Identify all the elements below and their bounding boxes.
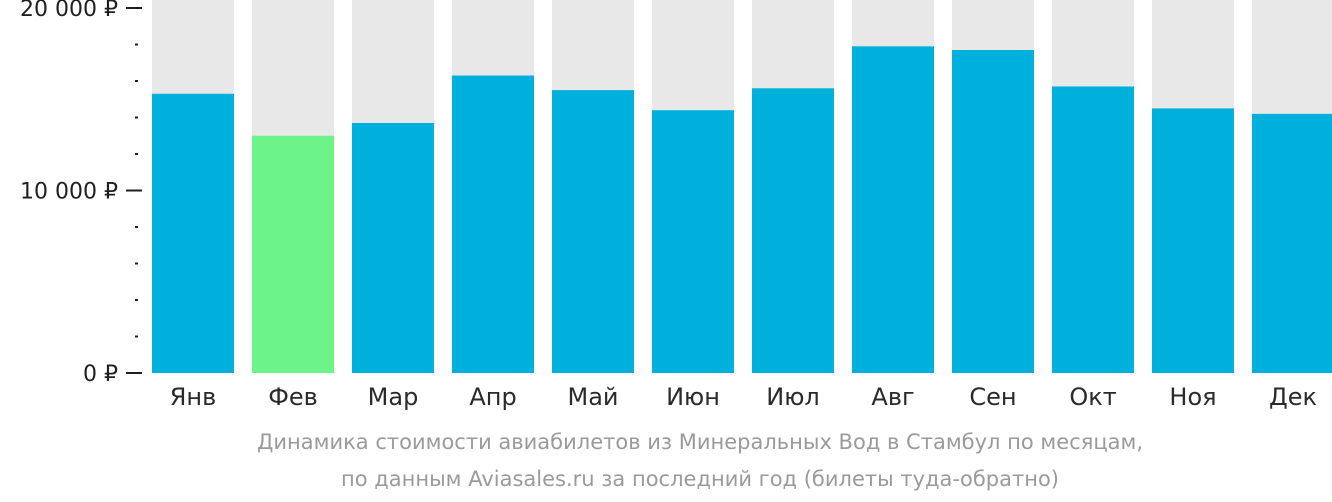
x-tick-label: Окт — [1069, 383, 1116, 411]
chart-caption-line-2: по данным Aviasales.ru за последний год … — [341, 467, 1059, 491]
bar — [352, 122, 434, 373]
bar — [1152, 108, 1234, 373]
bar — [552, 90, 634, 373]
bar — [1052, 86, 1134, 373]
bar — [652, 110, 734, 373]
x-tick-label: Дек — [1269, 383, 1317, 411]
x-tick-label: Янв — [170, 383, 217, 411]
bar — [752, 88, 834, 374]
bar — [952, 49, 1034, 373]
bar — [452, 75, 534, 374]
x-tick-label: Фев — [268, 383, 318, 411]
x-tick-label: Мар — [368, 383, 419, 411]
y-tick-label: 10 000 ₽ — [20, 180, 118, 205]
x-tick-label: Ноя — [1169, 383, 1216, 411]
x-tick-label: Май — [567, 383, 618, 411]
x-tick-label: Сен — [969, 383, 1016, 411]
x-tick-label: Авг — [871, 383, 914, 411]
x-tick-label: Июн — [666, 383, 720, 411]
bar — [252, 135, 334, 373]
bar — [1252, 113, 1332, 373]
x-tick-label: Июл — [766, 383, 820, 411]
y-tick-label: 0 ₽ — [83, 362, 118, 387]
bar — [152, 93, 234, 374]
chart-caption-line-1: Динамика стоимости авиабилетов из Минера… — [256, 430, 1144, 454]
bar — [852, 46, 934, 373]
x-tick-label: Апр — [469, 383, 516, 411]
y-tick-label: 20 000 ₽ — [20, 0, 118, 22]
